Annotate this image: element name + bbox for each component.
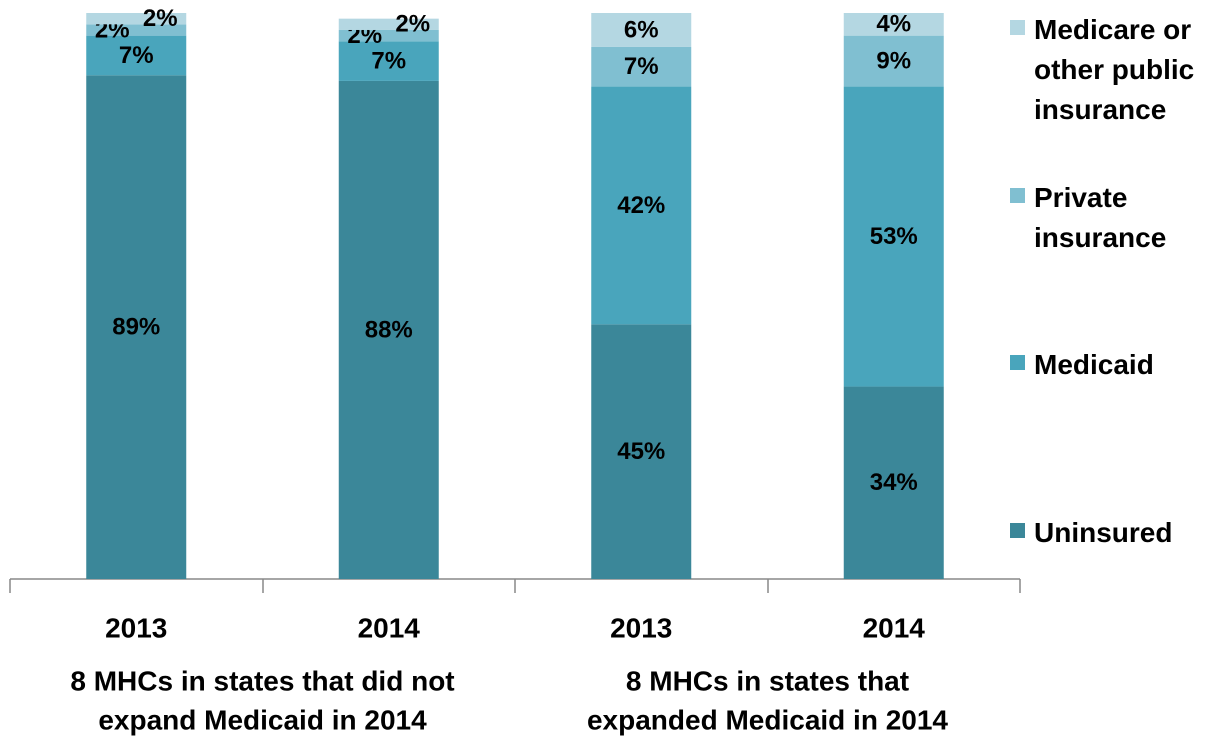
- x-tick-label: 2014: [358, 612, 421, 643]
- bar-segment: [843, 13, 944, 36]
- data-label: 2%: [143, 5, 178, 32]
- bar-segment: [591, 324, 692, 579]
- bar-segment: [338, 29, 439, 42]
- legend-swatch: [1010, 20, 1025, 35]
- bar-segment: [338, 80, 439, 580]
- bar-segment: [591, 13, 692, 47]
- data-label: 2%: [395, 11, 430, 38]
- data-label: 9%: [876, 47, 911, 74]
- bar-segment: [86, 75, 187, 579]
- legend-label: Private insurance: [1034, 182, 1167, 253]
- data-label: 4%: [876, 11, 911, 38]
- legend-item: Medicare or other public insurance: [1010, 10, 1214, 130]
- data-label: 7%: [119, 42, 154, 69]
- legend-label: Medicare or other public insurance: [1034, 14, 1195, 125]
- group-label: expanded Medicaid in 2014: [587, 704, 948, 735]
- bar-segment: [86, 35, 187, 76]
- data-label: 53%: [870, 223, 918, 250]
- data-label: 34%: [870, 469, 918, 496]
- group-label: expand Medicaid in 2014: [98, 704, 427, 735]
- legend-swatch: [1010, 355, 1025, 370]
- legend-label: Uninsured: [1034, 517, 1173, 548]
- data-label: 42%: [617, 192, 665, 219]
- bar-segment: [338, 18, 439, 30]
- bar-segment: [338, 41, 439, 81]
- legend-item: Uninsured: [1010, 513, 1214, 553]
- data-label: 7%: [624, 53, 659, 80]
- bar-segment: [86, 13, 187, 25]
- data-label: 88%: [365, 316, 413, 343]
- x-tick-label: 2013: [610, 612, 672, 643]
- legend-swatch: [1010, 188, 1025, 203]
- data-label: 7%: [371, 47, 406, 74]
- bar-segment: [591, 46, 692, 87]
- legend-item: Medicaid: [1010, 345, 1214, 385]
- x-tick-label: 2013: [105, 612, 167, 643]
- bar-segment: [843, 86, 944, 387]
- bar-segment: [843, 386, 944, 579]
- bar-segment: [843, 35, 944, 87]
- legend-label: Medicaid: [1034, 349, 1154, 380]
- group-label: 8 MHCs in states that did not: [70, 665, 454, 696]
- x-tick-label: 2014: [863, 612, 926, 643]
- data-label: 45%: [617, 438, 665, 465]
- data-label: 89%: [112, 313, 160, 340]
- legend-item: Private insurance: [1010, 178, 1214, 258]
- bar-segment: [86, 24, 187, 36]
- data-label: 6%: [624, 16, 659, 43]
- bar-segment: [591, 86, 692, 325]
- legend-swatch: [1010, 523, 1025, 538]
- group-label: 8 MHCs in states that: [626, 665, 909, 696]
